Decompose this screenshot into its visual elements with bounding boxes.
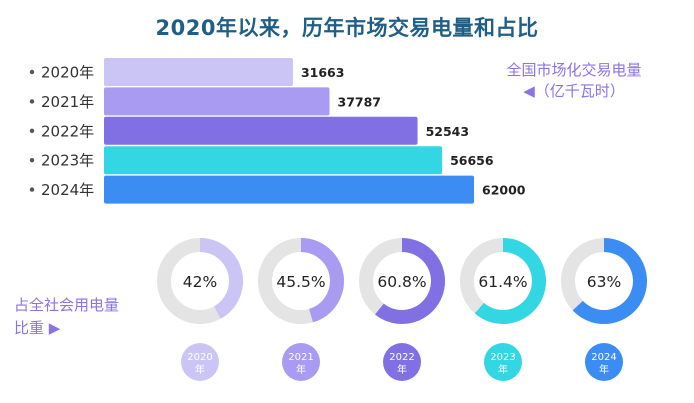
year-badge <box>585 343 623 381</box>
year-badge-number: 2021 <box>288 352 313 363</box>
year-label: 2024年 <box>41 181 94 199</box>
year-badge-number: 2020 <box>187 352 212 363</box>
donut-percent-label: 63% <box>587 273 621 291</box>
year-bullet <box>29 99 35 104</box>
year-badge-number: 2022 <box>389 352 414 363</box>
bar-value-label: 31663 <box>301 65 345 80</box>
year-label: 2020年 <box>41 64 94 82</box>
bar-0 <box>104 58 293 86</box>
bar-4 <box>104 175 474 204</box>
year-label: 2021年 <box>41 93 94 111</box>
donut-arc-2 <box>375 238 445 324</box>
donut-percent-label: 42% <box>183 273 217 291</box>
donut-percent-label: 60.8% <box>377 273 426 291</box>
year-badge-suffix: 年 <box>296 363 306 376</box>
legend-unit: ◀（亿千瓦时） <box>523 82 625 100</box>
year-bullet <box>29 187 35 192</box>
bar-value-label: 37787 <box>338 94 382 109</box>
donut-percent-label: 45.5% <box>276 273 325 291</box>
donut-arc-1 <box>300 238 344 323</box>
bar-2 <box>104 116 418 145</box>
donut-arc-4 <box>572 238 647 324</box>
bar-value-label: 62000 <box>482 183 526 198</box>
year-badge <box>181 343 219 381</box>
year-label: 2022年 <box>41 122 94 140</box>
year-badge-suffix: 年 <box>599 363 609 376</box>
year-badge-number: 2024 <box>591 352 616 363</box>
year-badge-suffix: 年 <box>195 363 205 376</box>
bar-value-label: 56656 <box>450 153 494 168</box>
legend-title: 全国市场化交易电量 <box>506 61 642 79</box>
year-badge <box>282 343 320 381</box>
donut-arc-3 <box>474 238 546 324</box>
share-label-line2: 比重 ▶ <box>14 319 61 337</box>
year-badge-suffix: 年 <box>397 363 407 376</box>
year-bullet <box>29 158 35 163</box>
chart-title: 2020年以来，历年市场交易电量和占比 <box>155 16 539 40</box>
year-bullet <box>29 69 35 75</box>
bar-value-label: 52543 <box>426 124 470 139</box>
bar-3 <box>104 146 443 175</box>
year-badge <box>484 343 522 381</box>
donut-arc-0 <box>199 238 243 319</box>
year-label: 2023年 <box>41 152 94 170</box>
year-badge-number: 2023 <box>490 352 515 363</box>
year-bullet <box>29 128 35 133</box>
share-label-line1: 占全社会用电量 <box>14 296 120 314</box>
donut-percent-label: 61.4% <box>478 273 527 291</box>
bar-1 <box>104 87 330 116</box>
year-badge-suffix: 年 <box>498 363 508 376</box>
year-badge <box>383 343 421 381</box>
